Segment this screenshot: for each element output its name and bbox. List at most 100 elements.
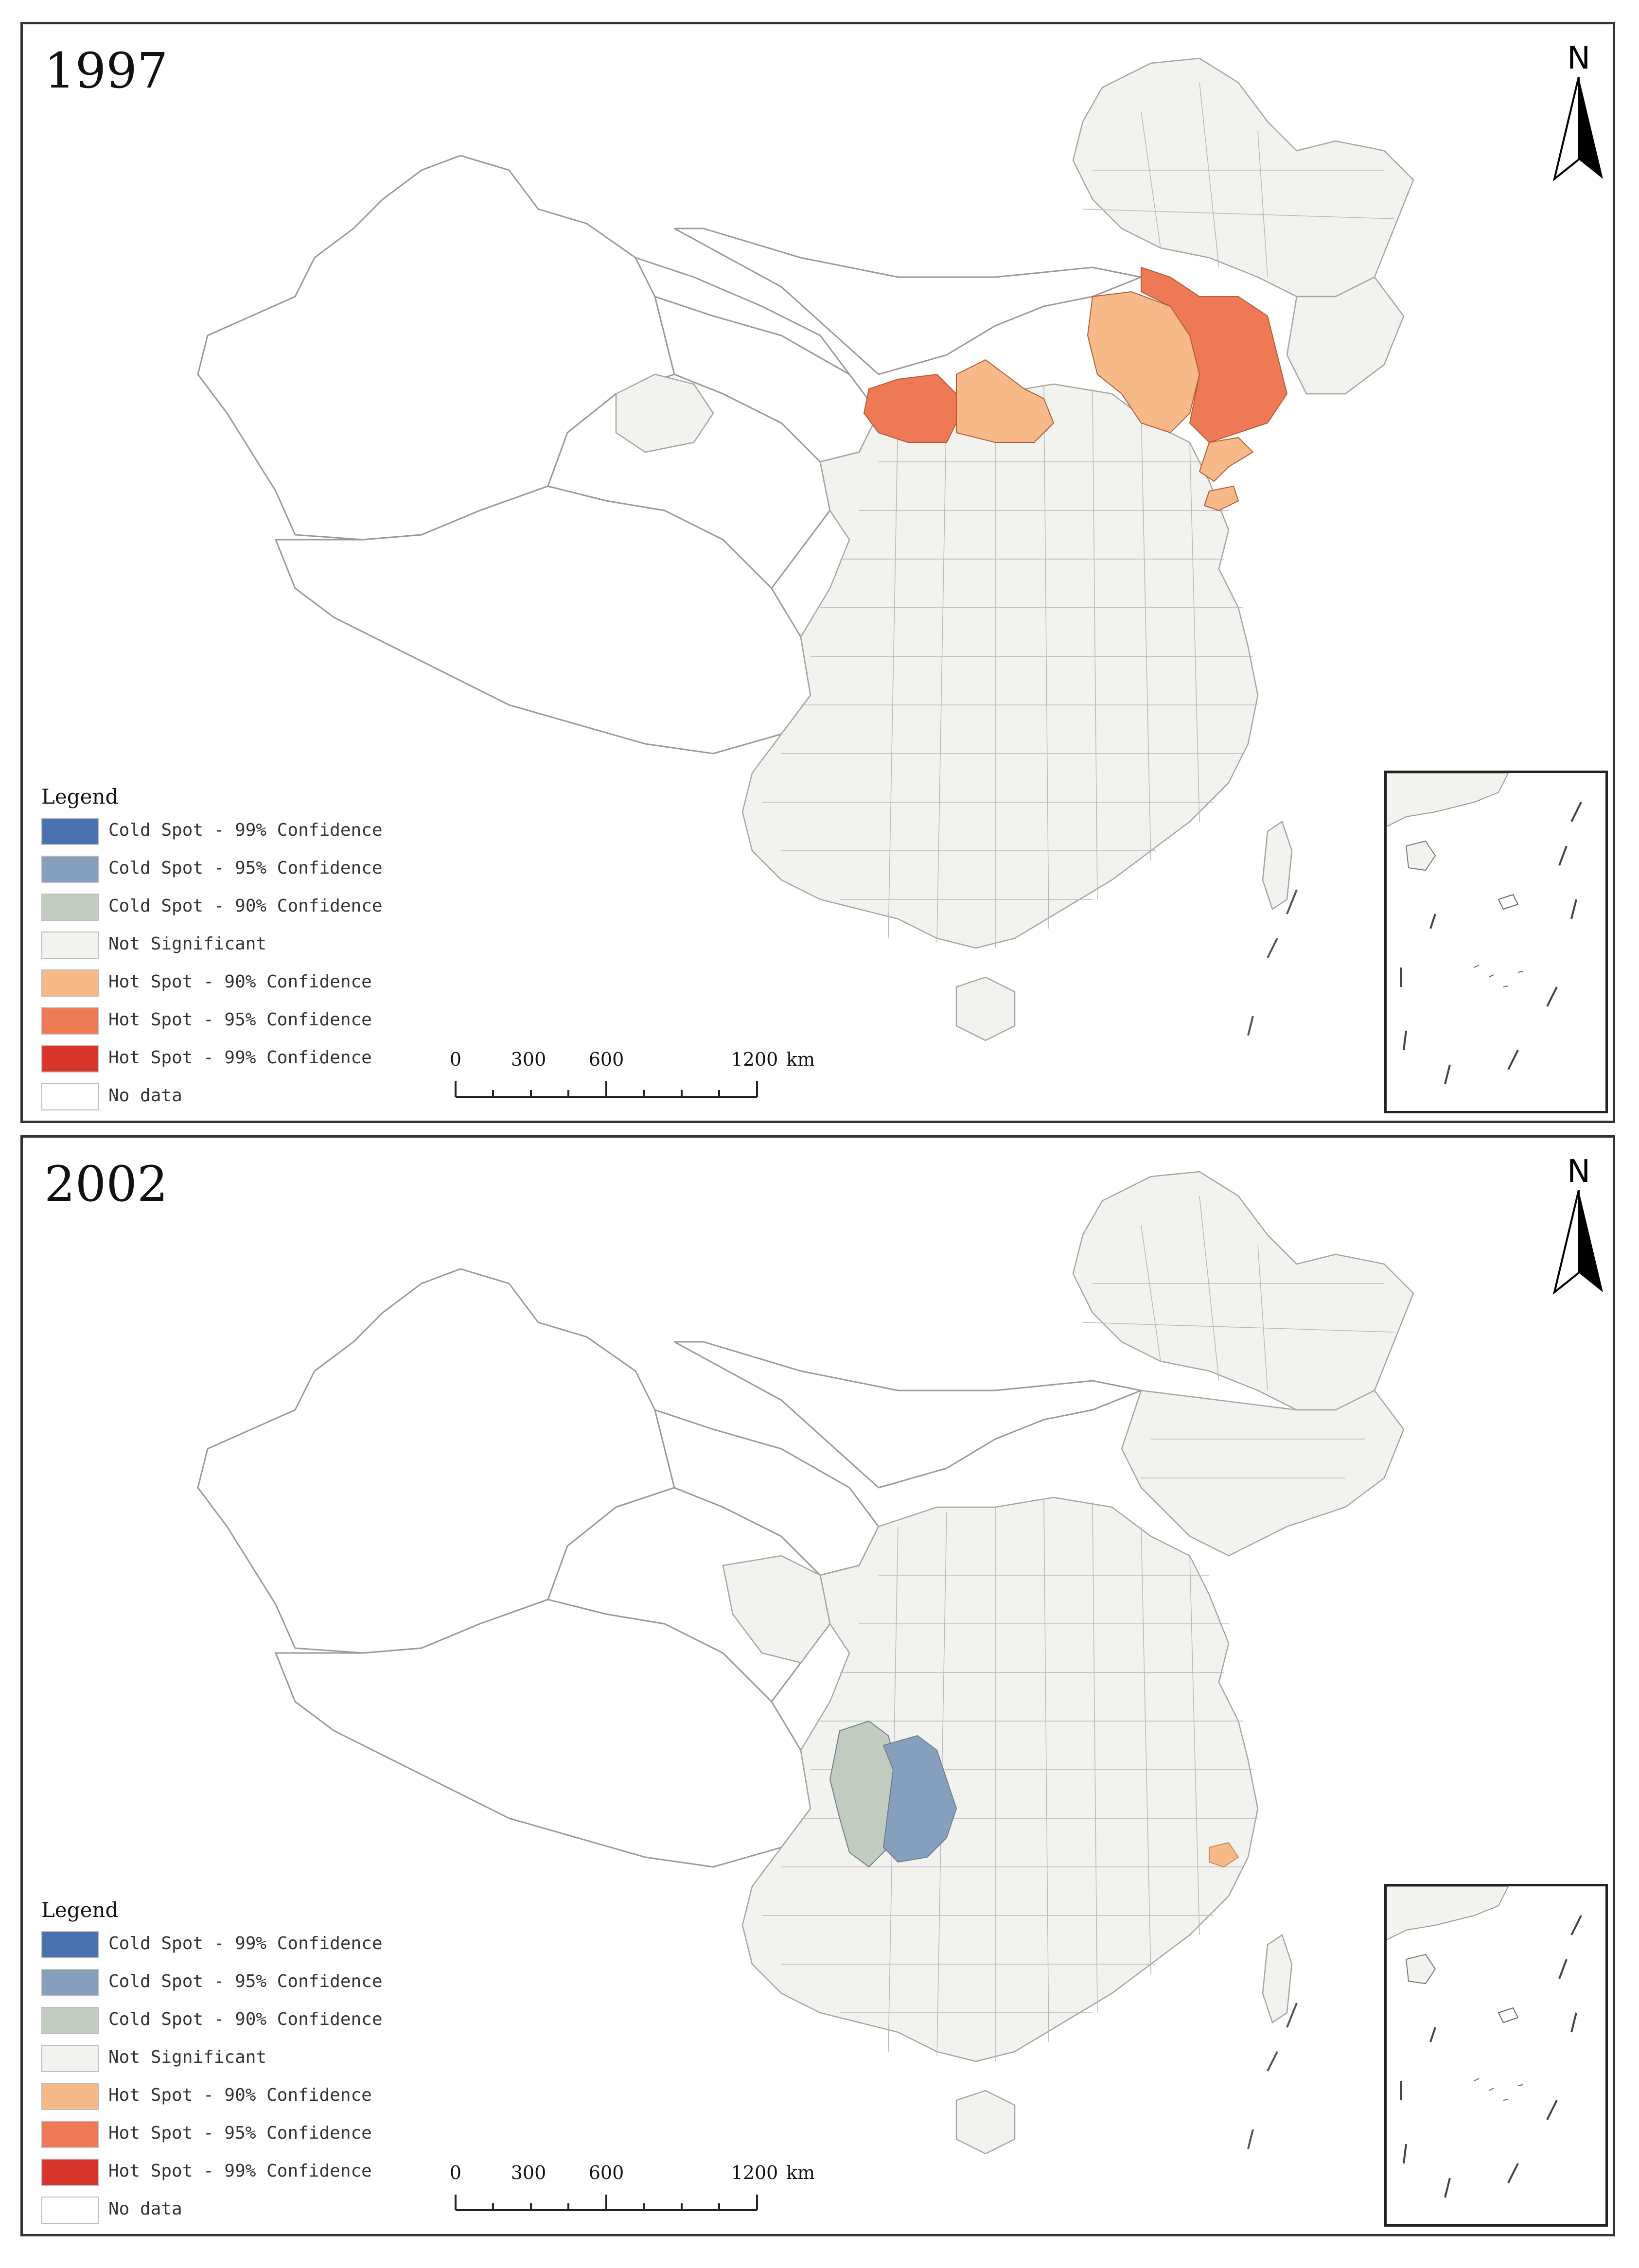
not-significant-region [615, 57, 1414, 1041]
scale-unit: km [786, 1049, 815, 1070]
legend-label: Cold Spot - 95% Confidence [108, 858, 383, 878]
legend-label: No data [108, 1086, 182, 1106]
legend-label: Hot Spot - 99% Confidence [108, 2161, 372, 2181]
legend-item: Not Significant [41, 2040, 266, 2078]
hotspot-northeast-west [1087, 291, 1200, 434]
region-inner-mongolia-central-gray [615, 373, 714, 453]
scale-tick-label: 1200 [731, 2162, 778, 2183]
north-arrow-icon [1552, 1190, 1603, 1295]
hotspot-inner-mongolia-west [863, 373, 957, 443]
south-china-sea-inset [1384, 771, 1608, 1113]
legend-swatch [41, 894, 99, 921]
scale-tick-label: 0 [449, 2162, 462, 2183]
map-year-label: 2002 [44, 1156, 168, 1213]
province-northeast-east [1286, 276, 1405, 395]
province-heilongjiang [1072, 57, 1414, 298]
north-label: N [1567, 1154, 1590, 1190]
legend-label: Hot Spot - 90% Confidence [108, 972, 372, 992]
north-arrow: N [1545, 1156, 1613, 1302]
legend-item: Cold Spot - 99% Confidence [41, 813, 383, 851]
scale-bar: 0 300 600 1200 km [446, 1050, 835, 1104]
legend-label: Cold Spot - 99% Confidence [108, 820, 383, 840]
scale-tick-label: 0 [449, 1049, 462, 1070]
legend-item: Cold Spot - 99% Confidence [41, 1926, 383, 1964]
scale-tick-label: 1200 [731, 1049, 778, 1070]
scale-bar-graphic [455, 2195, 758, 2211]
legend-label: No data [108, 2199, 182, 2219]
region-gansu-gray [722, 1555, 831, 1664]
hot-spots-1997 [863, 266, 1288, 511]
south-sea-dashes [1247, 2003, 1298, 2149]
legend-label: Hot Spot - 95% Confidence [108, 1010, 372, 1030]
legend-label: Not Significant [108, 2047, 267, 2067]
legend-item: Not Significant [41, 927, 266, 965]
scale-tick-label: 300 [511, 2162, 546, 2183]
region-northeast [1121, 1389, 1405, 1557]
prefecture-boundaries [762, 82, 1394, 948]
map-panel-1997: 1997 N Legend Cold Spot - 99% Confidence… [20, 22, 1615, 1123]
coldspot-sichuan-basin [882, 1735, 957, 1863]
legend-item: Hot Spot - 90% Confidence [41, 2078, 372, 2116]
not-significant-region [722, 1171, 1414, 2155]
legend-title: Legend [41, 785, 119, 809]
legend-swatch [41, 2045, 99, 2072]
south-china-sea-inset [1384, 1884, 1608, 2227]
legend-item: Hot Spot - 90% Confidence [41, 965, 372, 1002]
legend-swatch [41, 932, 99, 959]
legend-swatch [41, 1083, 99, 1110]
legend-label: Cold Spot - 90% Confidence [108, 2009, 383, 2029]
legend-label: Cold Spot - 95% Confidence [108, 1971, 383, 1991]
legend-swatch [41, 2197, 99, 2224]
legend-swatch [41, 2083, 99, 2110]
scale-bar-graphic [455, 1081, 758, 1098]
province-inner-mongolia [674, 1341, 1144, 1489]
province-hainan [955, 976, 1016, 1041]
legend-label: Cold Spot - 90% Confidence [108, 896, 383, 916]
scale-bar: 0 300 600 1200 km [446, 2163, 835, 2217]
legend-item: No data [41, 1078, 182, 1116]
inset-map [1386, 1886, 1582, 2198]
legend-label: Hot Spot - 90% Confidence [108, 2085, 372, 2105]
legend-item: Cold Spot - 90% Confidence [41, 889, 383, 927]
north-arrow: N [1545, 43, 1613, 189]
hot-cold-spots-2002 [829, 1720, 1239, 1868]
scale-tick-label: 600 [588, 1049, 624, 1070]
hotspot-liaoning-peninsula [1198, 437, 1254, 482]
legend-label: Hot Spot - 99% Confidence [108, 1048, 372, 1068]
legend-swatch [41, 1045, 99, 1072]
legend-swatch [41, 818, 99, 845]
china-map [197, 57, 1414, 1041]
province-hainan [955, 2090, 1016, 2155]
south-sea-dashes [1247, 889, 1298, 1036]
north-arrow-icon [1552, 77, 1603, 182]
legend-swatch [41, 1931, 99, 1958]
china-map [197, 1171, 1414, 2155]
scale-tick-label: 300 [511, 1049, 546, 1070]
hotspot-zhejiang [1209, 1842, 1239, 1868]
north-label: N [1567, 40, 1590, 76]
legend-item: Hot Spot - 99% Confidence [41, 1040, 372, 1078]
hotspot-inner-mongolia-central [956, 359, 1055, 443]
region-north-china [741, 383, 1259, 949]
legend-item: Hot Spot - 99% Confidence [41, 2154, 372, 2192]
legend-swatch [41, 1969, 99, 1996]
legend-label: Cold Spot - 99% Confidence [108, 1934, 383, 1953]
hotspot-jilin-liaoning [1141, 266, 1288, 443]
region-north-china [741, 1496, 1259, 2062]
legend-title: Legend [41, 1898, 119, 1922]
legend-swatch [41, 2159, 99, 2186]
province-taiwan [1262, 821, 1293, 910]
legend: Legend Cold Spot - 99% Confidence Cold S… [41, 785, 383, 1116]
legend-item: Cold Spot - 90% Confidence [41, 2002, 383, 2040]
map-year-label: 1997 [44, 42, 168, 99]
hotspot-shandong [1203, 485, 1239, 511]
legend: Legend Cold Spot - 99% Confidence Cold S… [41, 1898, 383, 2230]
legend-label: Hot Spot - 95% Confidence [108, 2123, 372, 2143]
legend-swatch [41, 2121, 99, 2148]
scale-tick-label: 600 [588, 2162, 624, 2183]
legend-label: Not Significant [108, 934, 267, 954]
legend-swatch [41, 2007, 99, 2034]
legend-swatch [41, 856, 99, 883]
province-inner-mongolia-west [634, 256, 850, 375]
inset-map [1386, 773, 1582, 1085]
